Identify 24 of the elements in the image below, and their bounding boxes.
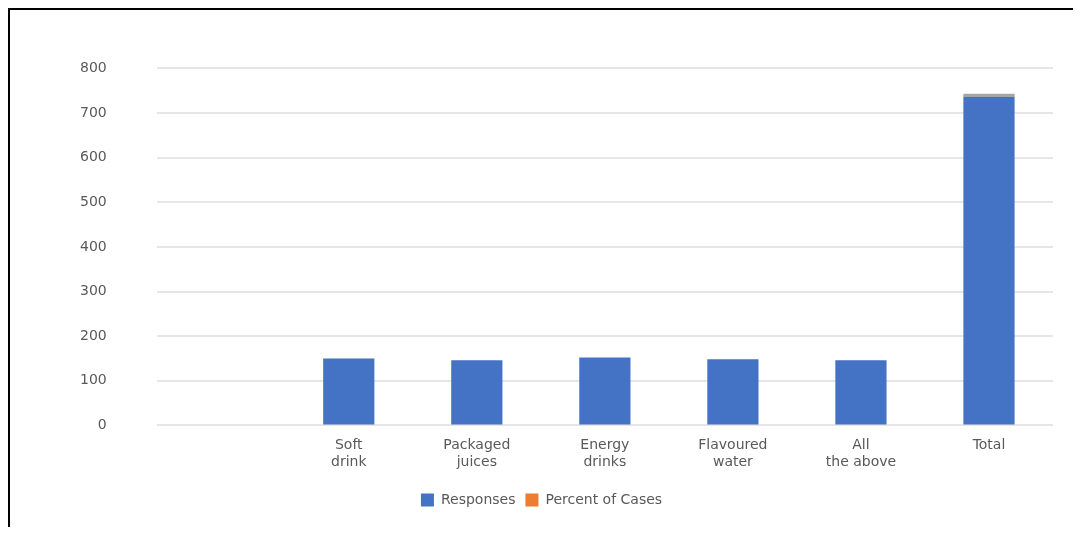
x-tick-label: All the above (825, 436, 897, 470)
x-tick-label: Total (971, 436, 1006, 453)
bar (963, 93, 1015, 97)
y-tick-label: 800 (79, 59, 107, 76)
x-tick-label: Packaged juices (443, 436, 511, 470)
y-tick-label: 700 (79, 103, 107, 120)
y-tick-label: 100 (79, 371, 107, 388)
y-tick-label: 300 (79, 282, 107, 299)
legend-label: Percent of Cases (545, 490, 663, 507)
y-tick-label: 400 (79, 237, 107, 254)
bar (963, 96, 1015, 425)
y-tick-label: 600 (79, 148, 107, 165)
bar (707, 359, 759, 425)
x-tick-label: Energy drinks (580, 436, 630, 470)
x-tick-label: Soft drink (331, 436, 368, 470)
y-tick-label: 200 (79, 326, 107, 343)
bar (579, 357, 631, 425)
y-tick-label: 500 (79, 192, 107, 209)
bar (451, 360, 503, 425)
bar (835, 360, 887, 425)
legend-label: Responses (440, 490, 516, 507)
x-tick-label: Flavoured water (698, 436, 768, 470)
y-tick-label: 0 (97, 416, 107, 433)
bar (323, 358, 375, 425)
